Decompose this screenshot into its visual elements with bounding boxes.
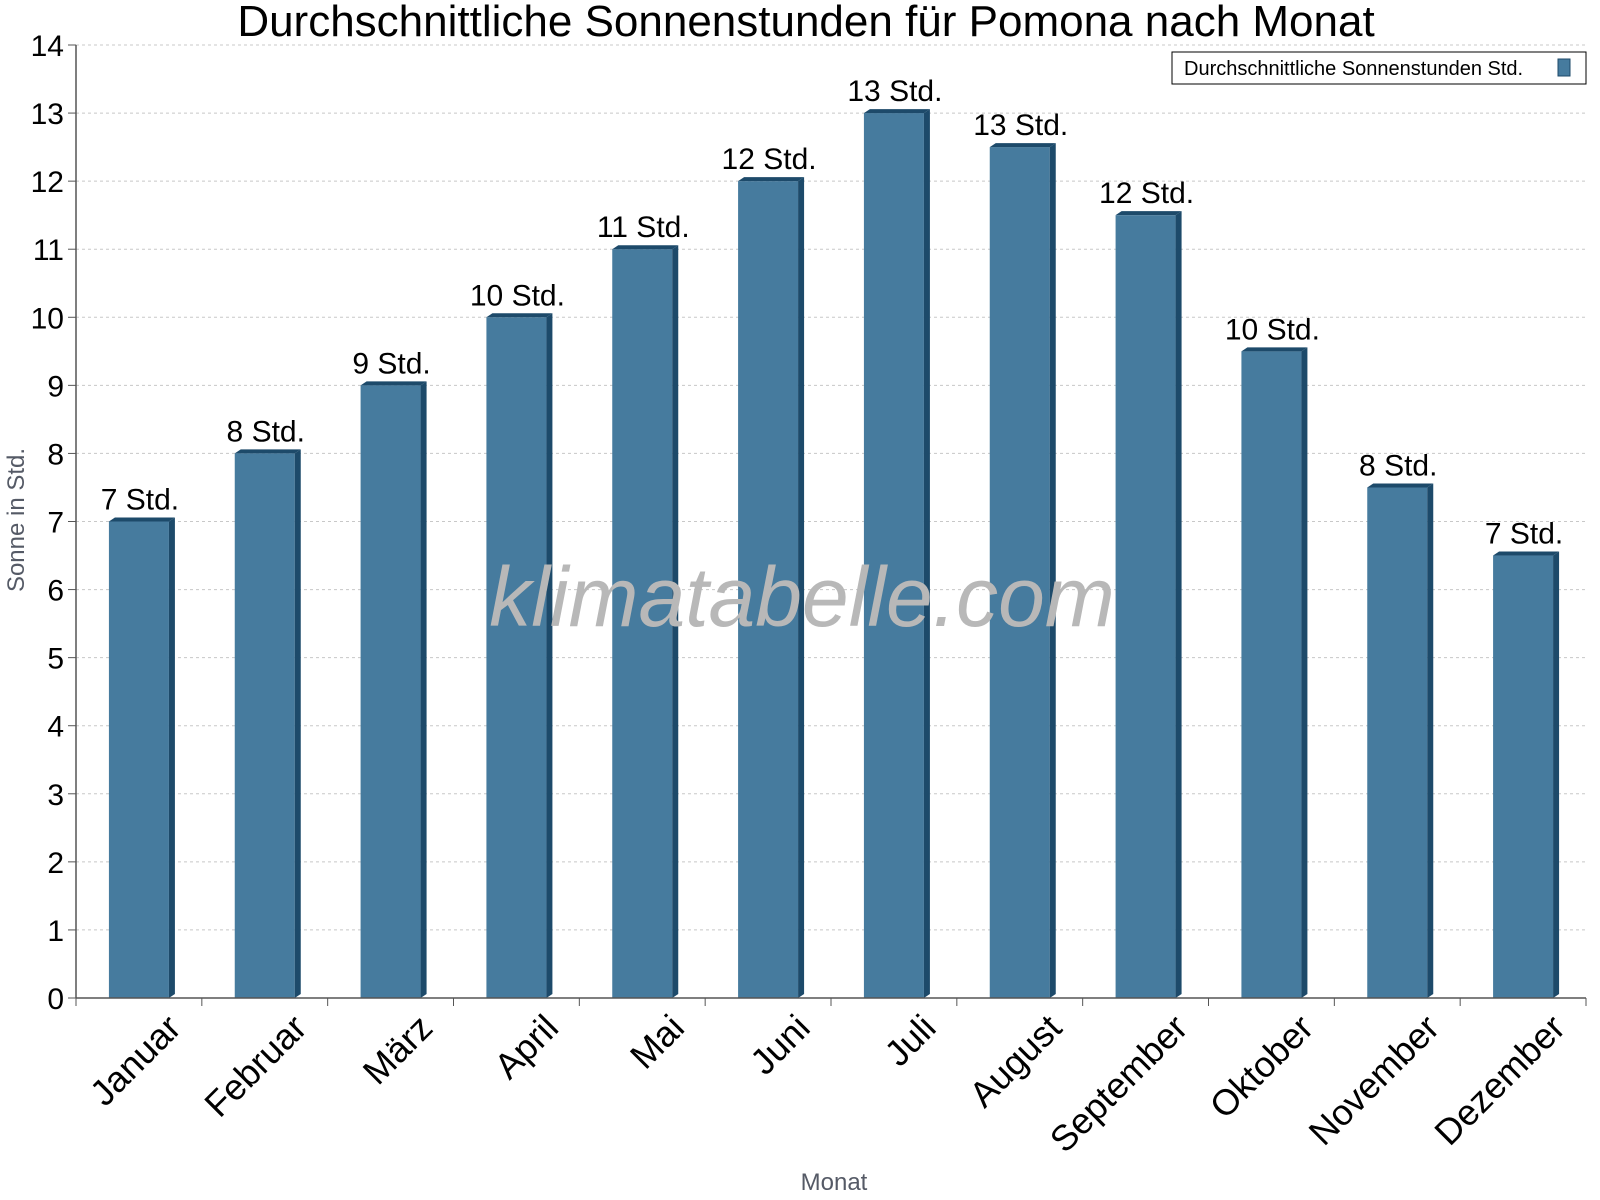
bar (612, 249, 673, 998)
x-axis-ticks: Januar Februar März April Mai Juni Juli AugustS… (75, 998, 1587, 1161)
bar-top (108, 517, 175, 522)
x-tick-label: März (355, 1007, 441, 1093)
y-tick-label: 9 (47, 370, 64, 403)
bar (1241, 351, 1302, 999)
y-tick-label: 2 (47, 847, 64, 880)
y-axis-label: Sonne in Std. (3, 448, 30, 592)
chart-title: Durchschnittliche Sonnenstunden für Pomo… (237, 0, 1374, 46)
bar (738, 181, 799, 999)
x-tick-label: November (1300, 1007, 1446, 1153)
x-tick-label: Dezember (1426, 1007, 1572, 1153)
legend-series-name: Durchschnittliche Sonnenstunden Std. (1184, 58, 1523, 80)
data-label: 8 Std. (1359, 449, 1437, 482)
x-tick-label: Mai (622, 1007, 692, 1077)
x-tick-label: Juli (876, 1007, 943, 1074)
legend: Durchschnittliche Sonnenstunden Std. (1171, 51, 1587, 85)
y-tick-label: 7 (47, 507, 64, 540)
bar-side (420, 381, 427, 998)
bar-side (1553, 551, 1560, 998)
bar-side (294, 449, 301, 998)
bar-side (923, 109, 930, 999)
bar (1367, 487, 1428, 998)
y-tick-label: 6 (47, 575, 64, 608)
legend-swatch (1557, 58, 1571, 77)
bar-side (798, 177, 805, 999)
data-label: 10 Std. (1225, 313, 1320, 346)
data-label: 7 Std. (101, 484, 179, 517)
bar-top (1367, 483, 1434, 488)
bar (486, 317, 547, 998)
bar (989, 147, 1050, 998)
grid-lines (76, 44, 1586, 931)
legend-box (1171, 51, 1587, 85)
bar (1493, 555, 1554, 998)
bar-side (672, 245, 679, 998)
bar (863, 113, 924, 999)
data-label: 13 Std. (847, 75, 942, 108)
data-label: 7 Std. (1485, 518, 1563, 551)
y-tick-label: 1 (47, 915, 64, 948)
bar-top (234, 449, 301, 454)
bar (360, 385, 421, 998)
data-label: 8 Std. (227, 415, 305, 448)
data-label: 10 Std. (470, 279, 565, 312)
data-label: 11 Std. (597, 211, 690, 244)
x-tick-label: April (486, 1007, 566, 1087)
x-tick-label: Januar (82, 1007, 189, 1114)
bar-top (863, 109, 930, 114)
data-labels: 7 Std. 8 Std. 9 Std. 10 Std. 11 Std. 12 Std. 1… (101, 75, 1564, 550)
bar-top (1493, 551, 1560, 556)
data-label: 9 Std. (352, 347, 430, 380)
y-tick-label: 11 (33, 234, 64, 267)
bar (108, 521, 169, 998)
bar-side (168, 517, 175, 998)
bar-side (1301, 347, 1308, 999)
y-tick-label: 4 (47, 711, 64, 744)
bar-top (612, 245, 679, 250)
bar-top (738, 177, 805, 182)
bar-top (989, 143, 1056, 148)
x-tick-label: Oktober (1202, 1007, 1322, 1127)
bar-side (1175, 211, 1182, 998)
bar-top (1241, 347, 1308, 352)
bar (1115, 215, 1176, 998)
x-tick-label: Februar (196, 1007, 314, 1125)
y-tick-label: 14 (31, 30, 64, 63)
y-tick-label: 12 (31, 166, 64, 199)
bar-top (1115, 211, 1182, 216)
bar-side (1427, 483, 1434, 998)
y-tick-label: 13 (31, 98, 64, 131)
bar-side (546, 313, 553, 998)
x-tick-label: August (961, 1007, 1069, 1115)
y-tick-label: 5 (47, 643, 64, 676)
bar-side (1049, 143, 1056, 998)
data-label: 13 Std. (973, 109, 1068, 142)
y-tick-label: 0 (47, 983, 64, 1016)
y-tick-label: 10 (31, 302, 64, 335)
y-tick-label: 3 (47, 779, 64, 812)
x-axis-label: Monat (801, 1169, 868, 1196)
x-tick-label: Juni (742, 1007, 818, 1083)
data-label: 12 Std. (1099, 177, 1194, 210)
x-tick-label: September (1042, 1007, 1196, 1161)
bar (234, 453, 295, 998)
y-tick-label: 8 (47, 438, 64, 471)
data-label: 12 Std. (722, 143, 817, 176)
bars (108, 109, 1560, 999)
watermark: klimatabelle.com (489, 550, 1115, 644)
bar-top (360, 381, 427, 386)
bar-top (486, 313, 553, 318)
